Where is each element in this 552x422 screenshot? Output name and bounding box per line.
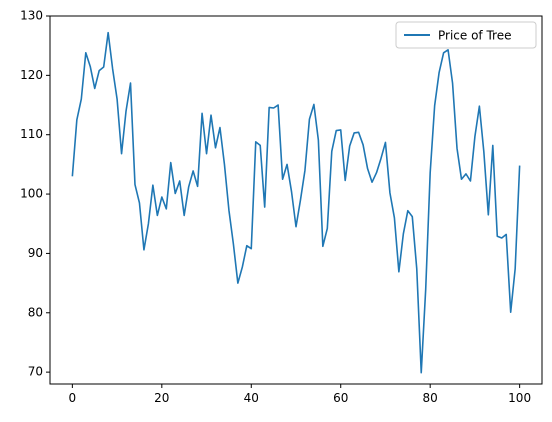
- x-axis-ticks: 0 20 40 60 80 100: [69, 384, 531, 405]
- y-axis-ticks: 70 80 90 100 110 120 130: [20, 9, 50, 379]
- legend: Price of Tree: [395, 21, 537, 49]
- plot-frame: [49, 15, 543, 385]
- y-tick-label: 70: [28, 365, 43, 379]
- y-tick-label: 120: [20, 68, 43, 82]
- legend-box: [395, 21, 537, 49]
- y-tick-label: 110: [20, 127, 43, 141]
- y-tick-label: 80: [28, 305, 43, 319]
- y-tick-label: 100: [20, 187, 43, 201]
- x-tick-label: 80: [423, 391, 438, 405]
- y-tick-label: 90: [28, 246, 43, 260]
- plot-layer: [71, 31, 521, 374]
- x-tick-label: 100: [508, 391, 531, 405]
- x-tick-label: 60: [333, 391, 348, 405]
- x-tick-label: 0: [69, 391, 77, 405]
- x-tick-label: 20: [154, 391, 169, 405]
- series-line-price-of-tree: [71, 31, 521, 374]
- y-tick-label: 130: [20, 9, 43, 23]
- legend-label: Price of Tree: [438, 29, 511, 43]
- x-tick-label: 40: [244, 391, 259, 405]
